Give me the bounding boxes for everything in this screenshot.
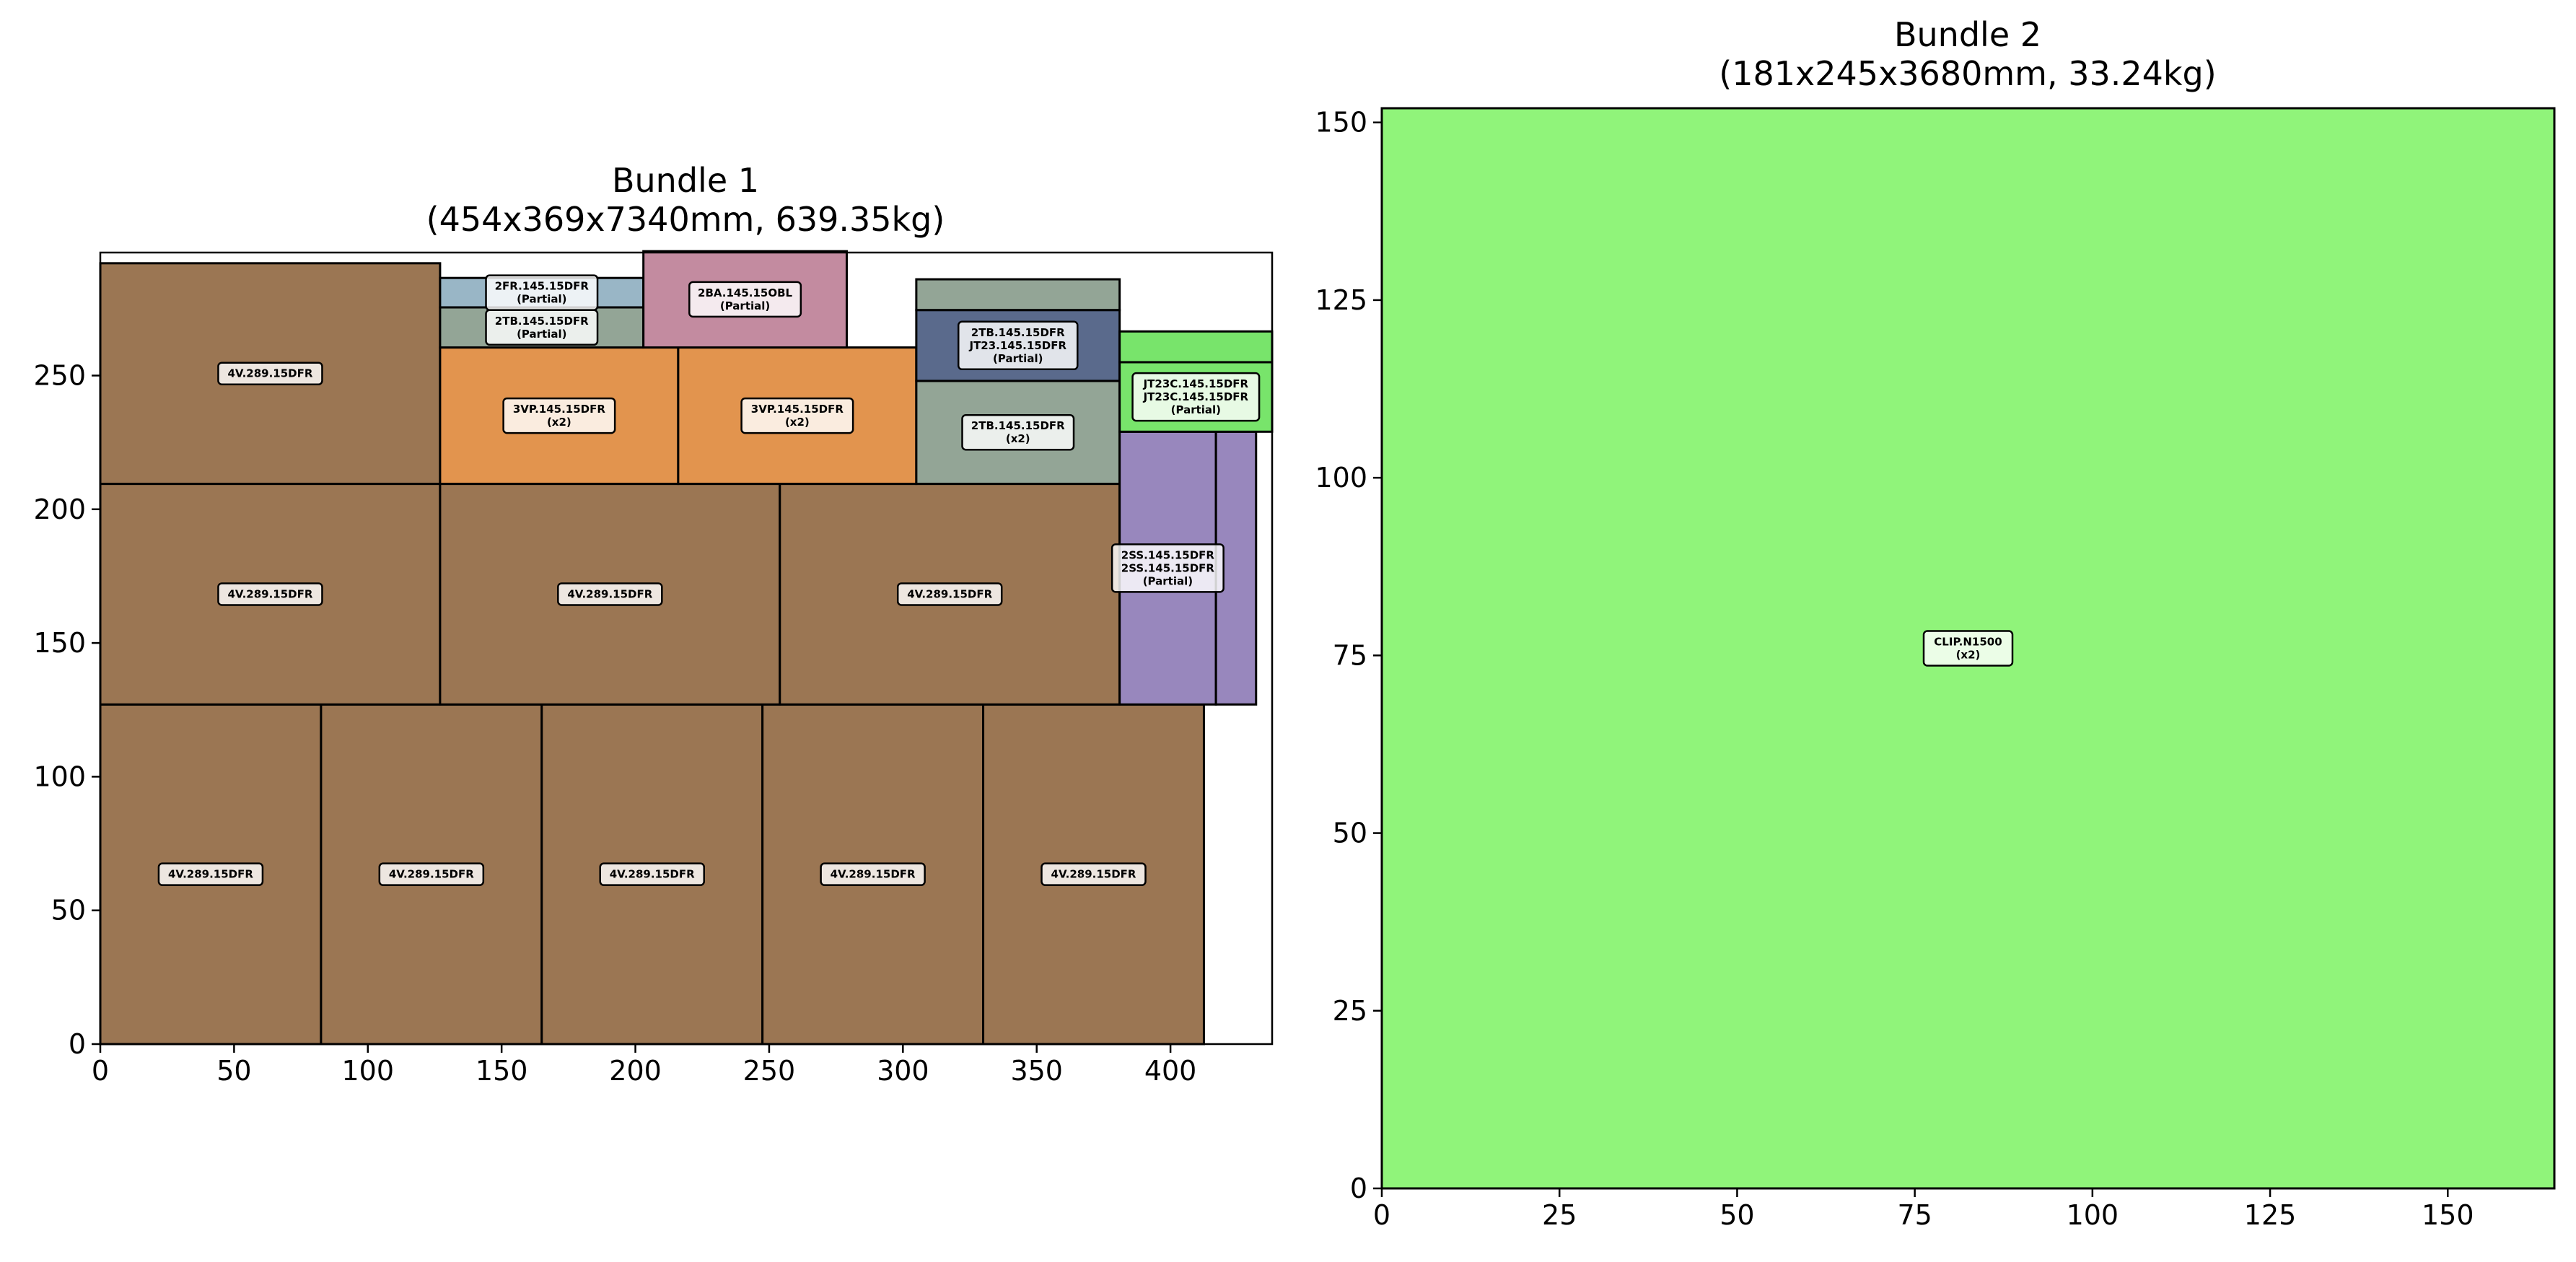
bundle-2-ytick-label-125: 125: [1315, 284, 1367, 316]
bundle-1-axes-frame: [99, 251, 1274, 1046]
bundle-1-ytick-label-250: 250: [33, 359, 86, 391]
bundle-1-label-box-10: [740, 397, 854, 434]
bundle-1-xtick-label-150: 150: [476, 1055, 528, 1087]
bundle-1-label-13-line-0: 2BA.145.15OBL: [698, 286, 793, 299]
bundle-1-label-box-19: [1131, 372, 1261, 422]
bundle-1-label-box-4: [1041, 862, 1147, 886]
bundle-2-subtitle: (181x245x3680mm, 33.24kg): [1719, 54, 2216, 93]
bundle-1-label-11-line-0: 2TB.145.15DFR: [495, 315, 589, 328]
bundle-2-xtick-label-50: 50: [1719, 1199, 1754, 1231]
bundle-1-package-20: [1118, 330, 1274, 364]
bundle-1-label-box-17: [1110, 543, 1225, 593]
bundle-1-label-19-line-1: JT23C.145.15DFR: [1143, 390, 1249, 403]
bundle-2-label-0-line-0: CLIP.N1500: [1934, 636, 2002, 649]
bundle-1-label-11-line-1: (Partial): [517, 328, 566, 341]
bundle-1-xtick-label-400: 400: [1144, 1055, 1197, 1087]
bundle-1-label-box-12: [485, 274, 599, 311]
bundle-1-label-10-line-0: 3VP.145.15DFR: [751, 403, 844, 416]
bundle-1-xtick-label-250: 250: [743, 1055, 796, 1087]
bundle-1-ytick-label-200: 200: [33, 494, 86, 525]
bundle-1-ytick-label-150: 150: [33, 627, 86, 659]
bundle-1-label-1-line-0: 4V.289.15DFR: [389, 868, 474, 881]
bundle-1-label-17-line-1: 2SS.145.15DFR: [1121, 561, 1215, 574]
bundle-2-xtick-label-75: 75: [1897, 1199, 1932, 1231]
bundle-1-label-9-line-0: 3VP.145.15DFR: [513, 403, 606, 416]
bundle-1-label-2-line-0: 4V.289.15DFR: [610, 868, 695, 881]
bundle-1-package-16: [915, 278, 1121, 312]
bundle-1-xtick-label-300: 300: [877, 1055, 929, 1087]
bundle-2-xtick-label-150: 150: [2422, 1199, 2474, 1231]
bundle-1-label-box-2: [599, 862, 705, 886]
bundle-1-ytick-label-0: 0: [69, 1028, 86, 1060]
bundle-1-label-4-line-0: 4V.289.15DFR: [1051, 868, 1136, 881]
bundle-1-label-9-line-1: (x2): [547, 416, 571, 429]
bundle-1-label-14-line-0: 2TB.145.15DFR: [971, 419, 1065, 432]
bundle-1-label-box-6: [557, 582, 663, 606]
bundle-1-label-14-line-1: (x2): [1006, 432, 1030, 445]
bundle-1-label-box-15: [958, 320, 1079, 371]
bundle-2-label-0-line-1: (x2): [1956, 649, 1981, 662]
bundle-1-xtick-label-0: 0: [92, 1055, 109, 1087]
bundle-2-ytick-label-25: 25: [1333, 995, 1367, 1027]
bundle-1-xtick-label-50: 50: [216, 1055, 251, 1087]
bundle-1-label-8-line-0: 4V.289.15DFR: [227, 367, 312, 380]
bundle-1-label-19-line-2: (Partial): [1171, 403, 1221, 416]
bundle-1-xtick-label-100: 100: [342, 1055, 395, 1087]
bundle-1-xtick-label-200: 200: [609, 1055, 662, 1087]
bundle-1-title: Bundle 1: [612, 161, 759, 200]
bundle-2-ytick-label-150: 150: [1315, 107, 1367, 139]
bundle-2-xtick-label-100: 100: [2067, 1199, 2119, 1231]
bundle-2-xtick-label-25: 25: [1542, 1199, 1577, 1231]
bundle-1-subtitle: (454x369x7340mm, 639.35kg): [426, 200, 945, 239]
bundle-1-label-box-0: [157, 862, 264, 886]
bundle-1-label-box-1: [378, 862, 485, 886]
bundle-1-label-box-7: [896, 582, 1003, 606]
bundle-2-xtick-label-125: 125: [2244, 1199, 2297, 1231]
bundle-1-ytick-label-100: 100: [33, 761, 86, 792]
bundle-2-ytick-label-50: 50: [1333, 818, 1367, 849]
bundle-1-label-15-line-2: (Partial): [993, 352, 1043, 365]
bundle-2-ytick-label-0: 0: [1350, 1173, 1367, 1204]
bundle-1-label-7-line-0: 4V.289.15DFR: [907, 587, 992, 600]
bundle-1-label-5-line-0: 4V.289.15DFR: [227, 587, 312, 600]
bundle-1-label-box-13: [688, 281, 802, 318]
bundle-2-panel: CLIP.N1500(x2) 0 25 50 75 100 125 150 0 25 50 75 100…: [1315, 15, 2556, 1231]
bundle-1-label-12-line-0: 2FR.145.15DFR: [495, 280, 590, 293]
bundle-1-ytick-label-50: 50: [51, 895, 86, 926]
bundle-2-ytick-label-100: 100: [1315, 462, 1367, 494]
bundle-2-label-box-0: [1922, 630, 2014, 667]
bundle-1-label-box-5: [217, 582, 323, 606]
bundle-2-xtick-label-0: 0: [1373, 1199, 1390, 1231]
bundle-1-label-6-line-0: 4V.289.15DFR: [567, 587, 652, 600]
bundle-1-panel: 4V.289.15DFR 4V.289.15DFR 4V.289.15DFR 4V.2…: [33, 161, 1274, 1087]
bundle-1-label-box-3: [820, 862, 926, 886]
bundle-1-label-15-line-0: 2TB.145.15DFR: [971, 326, 1065, 339]
bundle-1-label-10-line-1: (x2): [785, 416, 810, 429]
bundle-1-label-17-line-0: 2SS.145.15DFR: [1121, 548, 1215, 561]
bundle-1-xtick-label-350: 350: [1010, 1055, 1063, 1087]
bundle-1-label-12-line-1: (Partial): [517, 293, 566, 306]
bundle-1-label-19-line-0: JT23C.145.15DFR: [1143, 377, 1249, 390]
bundle-1-label-box-8: [217, 361, 323, 385]
bundle-1-label-13-line-1: (Partial): [720, 299, 770, 312]
bundle-2-title: Bundle 2: [1894, 15, 2041, 54]
bundle-1-label-15-line-1: JT23.145.15DFR: [968, 339, 1066, 352]
bundle-1-label-box-14: [961, 413, 1075, 451]
bundle-1-label-3-line-0: 4V.289.15DFR: [831, 868, 916, 881]
bundle-1-label-0-line-0: 4V.289.15DFR: [168, 868, 253, 881]
bundle-1-label-17-line-2: (Partial): [1143, 574, 1193, 587]
bundle-2-axes-frame: [1380, 107, 2556, 1190]
bundle-2-ytick-label-75: 75: [1333, 639, 1367, 671]
bundle-1-label-box-9: [502, 397, 616, 434]
